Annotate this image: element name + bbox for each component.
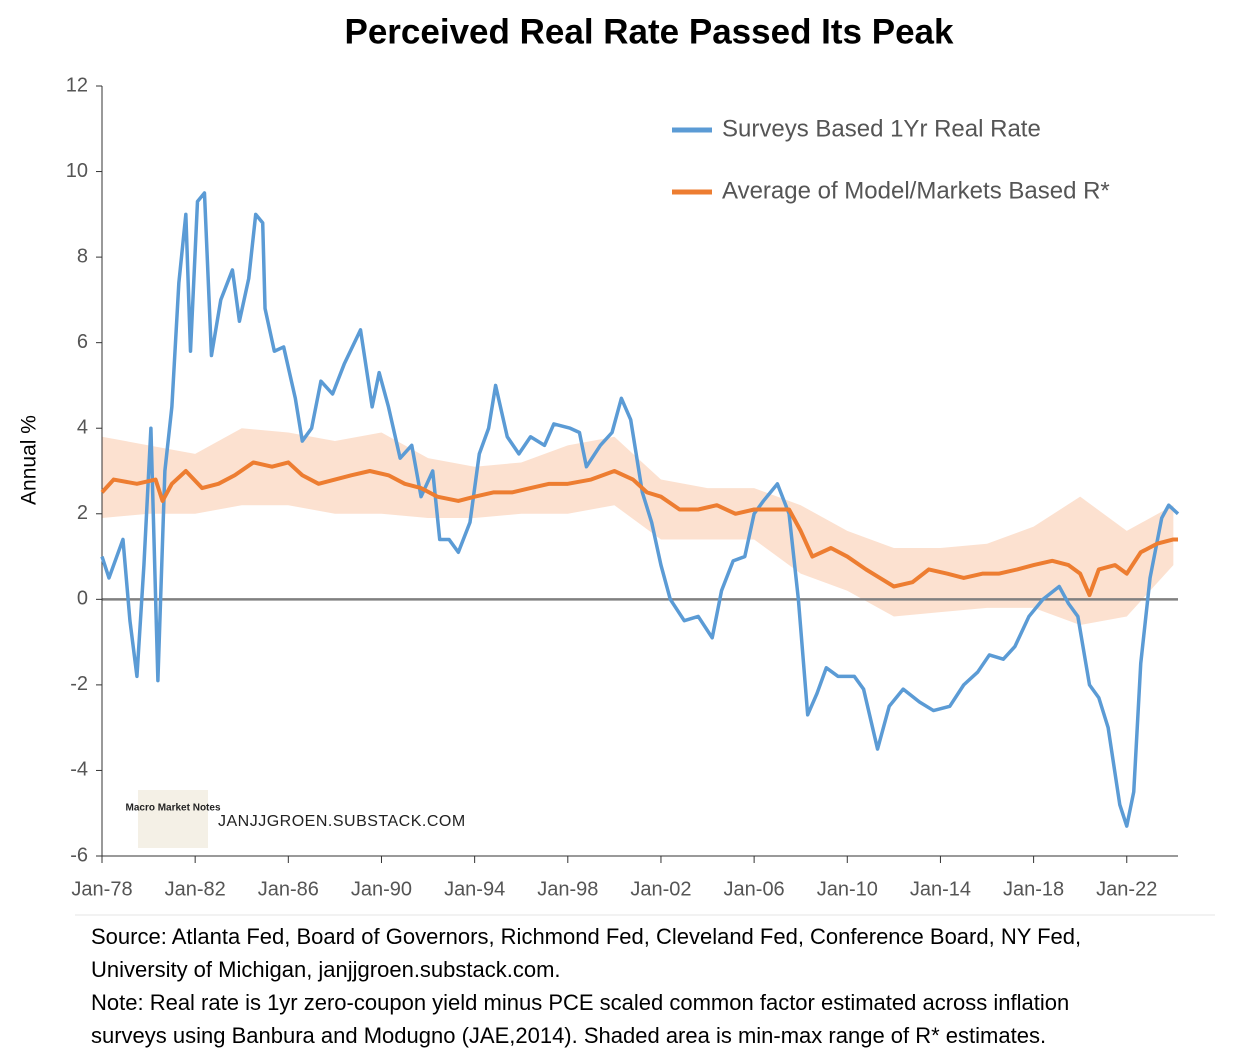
y-axis-label: Annual % bbox=[18, 415, 41, 505]
x-tick-label: Jan-18 bbox=[1003, 878, 1064, 900]
x-tick-label: Jan-82 bbox=[165, 878, 226, 900]
x-tick-label: Jan-78 bbox=[71, 878, 132, 900]
y-tick-label: 0 bbox=[77, 588, 88, 610]
legend-label: Average of Model/Markets Based R* bbox=[722, 177, 1110, 204]
x-tick-label: Jan-02 bbox=[630, 878, 691, 900]
x-tick-label: Jan-98 bbox=[537, 878, 598, 900]
y-tick-label: 10 bbox=[66, 160, 88, 182]
x-tick-label: Jan-06 bbox=[724, 878, 785, 900]
y-tick-label: 12 bbox=[66, 74, 88, 96]
y-tick-label: 4 bbox=[77, 417, 88, 439]
y-tick-label: -4 bbox=[70, 759, 88, 781]
note-line: surveys using Banbura and Modugno (JAE,2… bbox=[91, 1023, 1046, 1048]
x-tick-label: Jan-90 bbox=[351, 878, 412, 900]
y-tick-label: 8 bbox=[77, 245, 88, 267]
legend-label: Surveys Based 1Yr Real Rate bbox=[722, 115, 1041, 142]
note-line: Source: Atlanta Fed, Board of Governors,… bbox=[91, 924, 1081, 949]
x-tick-label: Jan-10 bbox=[817, 878, 878, 900]
series-line bbox=[100, 191, 1180, 828]
range-band bbox=[102, 428, 1174, 625]
series-line bbox=[100, 460, 1178, 598]
x-tick-label: Jan-22 bbox=[1096, 878, 1157, 900]
y-tick-label: -2 bbox=[70, 673, 88, 695]
watermark-logo-text: Macro Market Notes bbox=[125, 803, 220, 814]
x-tick-label: Jan-86 bbox=[258, 878, 319, 900]
y-tick-label: -6 bbox=[70, 844, 88, 866]
watermark-logo bbox=[138, 790, 208, 848]
note-line: Note: Real rate is 1yr zero-coupon yield… bbox=[91, 990, 1069, 1015]
note-line: University of Michigan, janjjgroen.subst… bbox=[91, 957, 561, 982]
chart-title: Perceived Real Rate Passed Its Peak bbox=[345, 12, 955, 51]
x-tick-label: Jan-94 bbox=[444, 878, 505, 900]
y-tick-label: 6 bbox=[77, 331, 88, 353]
x-tick-label: Jan-14 bbox=[910, 878, 971, 900]
y-tick-label: 2 bbox=[77, 502, 88, 524]
watermark-text: JANJJGROEN.SUBSTACK.COM bbox=[218, 813, 466, 830]
